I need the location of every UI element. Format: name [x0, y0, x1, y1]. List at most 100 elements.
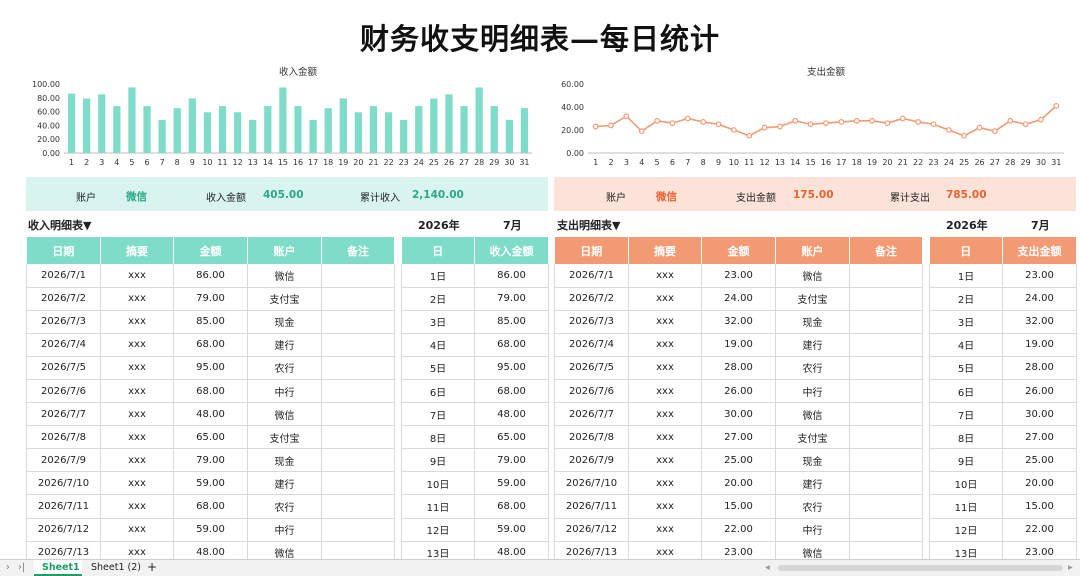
cell-day[interactable]: 7日	[401, 402, 475, 427]
cell-day[interactable]: 8日	[401, 425, 475, 450]
cell-account[interactable]: 农行	[775, 494, 850, 519]
table-row[interactable]: 2026/7/12 xxx 59.00 中行	[26, 518, 395, 542]
cell-note[interactable]	[849, 471, 923, 496]
cell-amount[interactable]: 22.00	[701, 518, 776, 542]
cell-summary[interactable]: xxx	[628, 402, 702, 427]
cell-note[interactable]	[849, 379, 923, 404]
cell-amount[interactable]: 24.00	[701, 287, 776, 311]
cell-day[interactable]: 3日	[401, 310, 475, 334]
cell-summary[interactable]: xxx	[628, 518, 702, 542]
cell-account[interactable]: 支付宝	[247, 287, 322, 311]
income-account-value[interactable]: 微信	[126, 191, 147, 203]
cell-account[interactable]: 微信	[775, 402, 850, 427]
table-row[interactable]: 7日 48.00	[401, 402, 549, 427]
table-row[interactable]: 2026/7/4 xxx 68.00 建行	[26, 333, 395, 357]
cell-amount[interactable]: 27.00	[701, 425, 776, 450]
cell-date[interactable]: 2026/7/1	[554, 264, 629, 288]
cell-date[interactable]: 2026/7/10	[26, 471, 101, 496]
table-row[interactable]: 2026/7/13 xxx 23.00 微信	[554, 541, 923, 565]
cell-amount[interactable]: 48.00	[173, 402, 248, 427]
income-chart[interactable]: 收入金额 0.00 20.00 40.00 60.00 80.00 100.00 1 2 3 4 5 6…	[28, 62, 540, 172]
cell-summary[interactable]: xxx	[628, 310, 702, 334]
table-row[interactable]: 8日 27.00	[929, 425, 1077, 450]
table-row[interactable]: 10日 20.00	[929, 471, 1077, 496]
cell-amount[interactable]: 68.00	[474, 333, 549, 357]
cell-date[interactable]: 2026/7/12	[26, 518, 101, 542]
tab-sheet1[interactable]: Sheet1	[42, 562, 80, 573]
table-row[interactable]: 2026/7/1 xxx 86.00 微信	[26, 264, 395, 288]
cell-amount[interactable]: 25.00	[701, 448, 776, 473]
cell-amount[interactable]: 59.00	[474, 471, 549, 496]
cell-amount[interactable]: 85.00	[173, 310, 248, 334]
cell-day[interactable]: 2日	[929, 287, 1003, 311]
table-row[interactable]: 2026/7/6 xxx 26.00 中行	[554, 379, 923, 404]
cell-summary[interactable]: xxx	[100, 448, 174, 473]
cell-date[interactable]: 2026/7/7	[26, 402, 101, 427]
cell-amount[interactable]: 26.00	[1002, 379, 1077, 404]
cell-day[interactable]: 8日	[929, 425, 1003, 450]
header-income-amount[interactable]: 收入金额	[474, 237, 549, 264]
cell-summary[interactable]: xxx	[100, 310, 174, 334]
table-row[interactable]: 6日 26.00	[929, 379, 1077, 404]
table-row[interactable]: 6日 68.00	[401, 379, 549, 404]
cell-summary[interactable]: xxx	[628, 425, 702, 450]
income-month[interactable]: 7月	[503, 219, 522, 232]
cell-summary[interactable]: xxx	[628, 287, 702, 311]
cell-date[interactable]: 2026/7/8	[554, 425, 629, 450]
table-row[interactable]: 4日 19.00	[929, 333, 1077, 357]
table-row[interactable]: 5日 95.00	[401, 356, 549, 380]
cell-date[interactable]: 2026/7/6	[26, 379, 101, 404]
cell-day[interactable]: 9日	[929, 448, 1003, 473]
cell-amount[interactable]: 68.00	[173, 379, 248, 404]
cell-summary[interactable]: xxx	[100, 425, 174, 450]
cell-note[interactable]	[849, 494, 923, 519]
cell-amount[interactable]: 79.00	[474, 448, 549, 473]
cell-account[interactable]: 中行	[247, 518, 322, 542]
cell-account[interactable]: 支付宝	[775, 425, 850, 450]
cell-amount[interactable]: 32.00	[1002, 310, 1077, 334]
cell-amount[interactable]: 23.00	[1002, 264, 1077, 288]
cell-account[interactable]: 微信	[247, 402, 322, 427]
cell-note[interactable]	[321, 448, 395, 473]
cell-date[interactable]: 2026/7/9	[554, 448, 629, 473]
cell-summary[interactable]: xxx	[628, 379, 702, 404]
table-row[interactable]: 2026/7/3 xxx 32.00 现金	[554, 310, 923, 334]
table-row[interactable]: 3日 32.00	[929, 310, 1077, 334]
table-row[interactable]: 12日 22.00	[929, 518, 1077, 542]
cell-amount[interactable]: 20.00	[701, 471, 776, 496]
cell-note[interactable]	[849, 333, 923, 357]
cell-amount[interactable]: 68.00	[173, 333, 248, 357]
table-row[interactable]: 1日 23.00	[929, 264, 1077, 288]
cell-day[interactable]: 10日	[401, 471, 475, 496]
cell-day[interactable]: 6日	[929, 379, 1003, 404]
cell-amount[interactable]: 79.00	[173, 448, 248, 473]
cell-day[interactable]: 4日	[401, 333, 475, 357]
cell-amount[interactable]: 23.00	[701, 264, 776, 288]
cell-account[interactable]: 建行	[775, 333, 850, 357]
tab-sheet1-copy[interactable]: Sheet1 (2)	[91, 562, 141, 573]
table-row[interactable]: 2026/7/12 xxx 22.00 中行	[554, 518, 923, 542]
table-row[interactable]: 3日 85.00	[401, 310, 549, 334]
cell-note[interactable]	[849, 518, 923, 542]
cell-day[interactable]: 1日	[929, 264, 1003, 288]
table-row[interactable]: 8日 65.00	[401, 425, 549, 450]
cell-account[interactable]: 中行	[775, 518, 850, 542]
cell-account[interactable]: 微信	[247, 264, 322, 288]
table-row[interactable]: 2日 79.00	[401, 287, 549, 311]
cell-account[interactable]: 支付宝	[775, 287, 850, 311]
cell-date[interactable]: 2026/7/4	[26, 333, 101, 357]
add-sheet-icon[interactable]: +	[147, 560, 158, 574]
cell-amount[interactable]: 86.00	[474, 264, 549, 288]
cell-day[interactable]: 10日	[929, 471, 1003, 496]
scroll-left-icon[interactable]: ◂	[765, 562, 770, 573]
cell-amount[interactable]: 15.00	[1002, 494, 1077, 519]
cell-date[interactable]: 2026/7/12	[554, 518, 629, 542]
cell-amount[interactable]: 95.00	[474, 356, 549, 380]
header-summary[interactable]: 摘要	[100, 237, 174, 264]
cell-note[interactable]	[849, 310, 923, 334]
table-row[interactable]: 2026/7/2 xxx 79.00 支付宝	[26, 287, 395, 311]
cell-account[interactable]: 农行	[247, 494, 322, 519]
cell-amount[interactable]: 26.00	[701, 379, 776, 404]
cell-amount[interactable]: 32.00	[701, 310, 776, 334]
cell-summary[interactable]: xxx	[100, 333, 174, 357]
